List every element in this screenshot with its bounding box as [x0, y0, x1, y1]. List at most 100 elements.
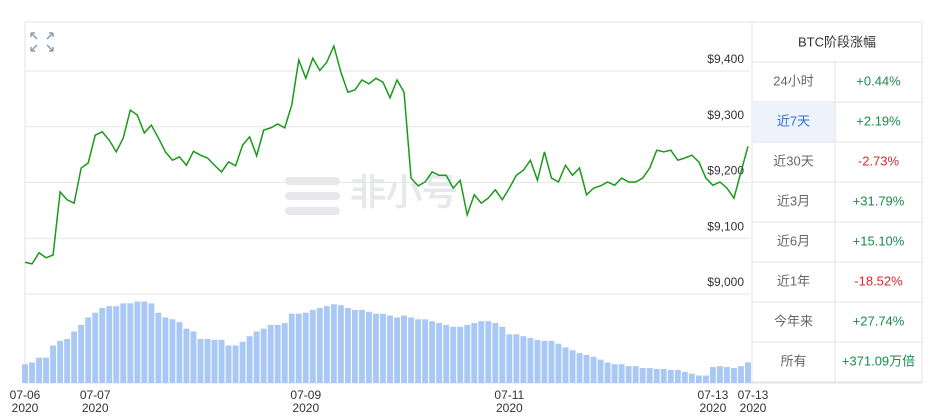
volume-bar [408, 317, 415, 383]
volume-bar [646, 368, 653, 383]
volume-bar [36, 357, 42, 383]
period-label[interactable]: 今年来 [774, 313, 813, 328]
volume-bar [71, 331, 78, 383]
volume-bar [716, 366, 723, 383]
y-tick-label: $9,000 [707, 275, 744, 289]
volume-bar [323, 306, 330, 383]
volume-bar [211, 339, 218, 383]
volume-bar [618, 364, 625, 383]
volume-bar [394, 317, 400, 383]
volume-bar [492, 323, 499, 383]
change-value: +27.74% [853, 313, 905, 328]
volume-bar [731, 368, 737, 383]
volume-bar [597, 359, 604, 383]
period-label[interactable]: 近7天 [777, 113, 810, 128]
volume-bar [330, 304, 337, 383]
x-tick-label: 07-07 2020 [80, 388, 111, 415]
table-title: BTC阶段涨幅 [798, 34, 876, 49]
volume-bar [148, 303, 155, 383]
change-value: +15.10% [853, 233, 905, 248]
volume-bar [22, 364, 28, 383]
volume-bar [92, 312, 99, 383]
volume-bar [562, 347, 569, 383]
price-line [24, 43, 749, 265]
selected-row-bg [752, 102, 835, 142]
volume-bar [344, 308, 351, 383]
expand-glyph[interactable] [30, 32, 54, 52]
y-tick-label: $9,300 [707, 108, 744, 122]
change-value: +371.09万倍 [842, 353, 915, 368]
volume-bar [415, 319, 422, 383]
change-value: +31.79% [853, 193, 905, 208]
volume-bar [373, 313, 379, 383]
volume-bar [541, 340, 548, 383]
volume-bar [337, 305, 344, 383]
volume-bar [218, 339, 225, 383]
volume-bar [401, 315, 407, 383]
volume-bar [246, 336, 253, 383]
x-tick-label: 07-09 2020 [290, 388, 321, 415]
volume-bar [232, 345, 239, 383]
volume-bar [127, 303, 134, 383]
volume-bar [478, 321, 485, 383]
volume-bar [387, 315, 393, 383]
volume-bar [295, 313, 302, 383]
volume-bar [534, 339, 541, 383]
volume-bar [457, 326, 464, 383]
change-value: +0.44% [856, 73, 901, 88]
volume-bar [302, 312, 309, 383]
volume-bar [422, 319, 429, 383]
volume-bar [106, 306, 113, 383]
volume-bar [113, 306, 120, 383]
change-value: -18.52% [854, 273, 903, 288]
expand-icon[interactable] [30, 32, 54, 52]
volume-bar [709, 367, 716, 383]
period-label[interactable]: 所有 [780, 353, 806, 368]
volume-bar [674, 369, 681, 383]
volume-bar [253, 331, 260, 383]
volume-bar [660, 368, 667, 383]
volume-bar [527, 338, 534, 383]
watermark-bar [285, 177, 340, 185]
volume-bar [738, 366, 744, 383]
volume-bar [520, 336, 527, 383]
volume-bar [43, 357, 50, 383]
period-label[interactable]: 近30天 [773, 153, 813, 168]
period-label[interactable]: 近1年 [777, 273, 810, 288]
period-label[interactable]: 24小时 [773, 73, 813, 88]
watermark-bar [285, 192, 340, 200]
x-tick-label: 07-13 2020 [738, 388, 769, 415]
period-label[interactable]: 近6月 [777, 233, 810, 248]
volume-bar [155, 312, 162, 383]
volume-bar [436, 323, 443, 383]
y-tick-label: $9,100 [707, 219, 744, 233]
volume-bar [141, 301, 148, 383]
volume-bar [57, 340, 64, 383]
volume-bar [380, 313, 386, 383]
volume-bar [134, 301, 141, 383]
volume-bar [471, 323, 478, 383]
volume-bar [366, 311, 372, 383]
volume-bar [99, 308, 106, 383]
volume-bar [485, 321, 492, 383]
volume-bar [625, 366, 632, 383]
watermark-text: 非小号 [350, 172, 458, 213]
volume-bar [309, 309, 316, 383]
volume-bar [162, 317, 169, 383]
volume-bar [429, 321, 436, 383]
volume-bar [204, 338, 211, 383]
volume-bar [316, 308, 323, 383]
volume-bar [513, 334, 520, 383]
period-label[interactable]: 近3月 [777, 193, 810, 208]
volume-bar [723, 367, 730, 383]
volume-bar [176, 322, 183, 383]
volume-bar [695, 375, 702, 383]
volume-bar [464, 324, 471, 383]
volume-bar [169, 319, 176, 383]
volume-bar [632, 366, 639, 383]
volume-bar [64, 338, 71, 383]
x-tick-label: 07-11 2020 [494, 388, 524, 415]
volume-bar [85, 317, 92, 383]
volume-bar [667, 369, 674, 383]
